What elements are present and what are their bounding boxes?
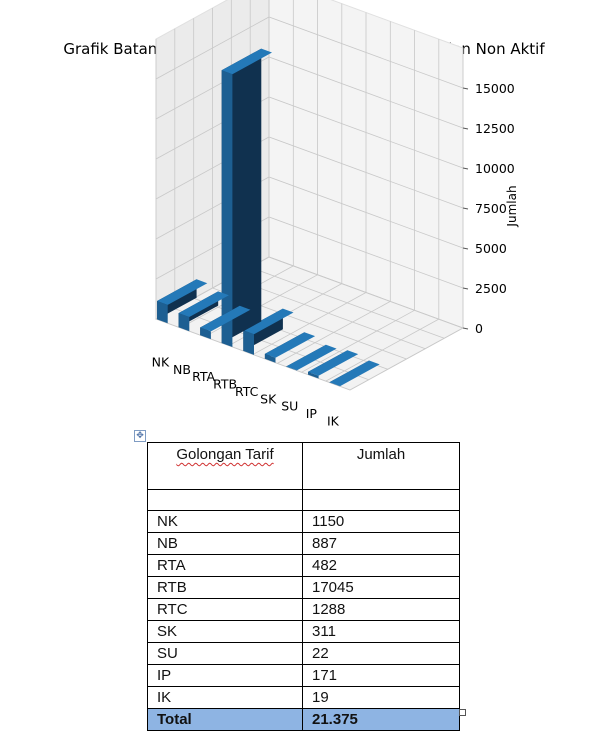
z-tick-label: 0 (475, 321, 483, 336)
bar-rtb (221, 48, 272, 348)
x-tick-label: NB (173, 362, 191, 377)
total-label: Total (147, 708, 303, 731)
table-row: RTC 1288 (147, 598, 460, 621)
x-tick-label: SK (260, 391, 277, 406)
bar-chart-3d: Grafik Batang 3D - Golongan Tarif Pelang… (63, 0, 545, 428)
table-total-row: Total 21.375 (147, 708, 460, 731)
z-tick-label: 12500 (475, 121, 515, 136)
table-row: SK 311 (147, 620, 460, 643)
bar-top-face (286, 344, 337, 371)
bar-ip (308, 350, 359, 379)
bar-front-face (200, 327, 211, 340)
bar-front-face (264, 353, 276, 363)
table-blank-row (147, 489, 460, 511)
x-tick-label: RTB (213, 377, 237, 392)
bar-front-face (221, 70, 233, 348)
z-tick-mark (462, 287, 469, 290)
bar-top-face (221, 48, 272, 75)
z-tick-mark (462, 167, 469, 170)
z-tick-label: 10000 (475, 161, 515, 176)
y-gridline (212, 8, 407, 360)
bar-top-face (200, 305, 251, 332)
x-tick-label: SU (281, 399, 298, 414)
bar-nk (157, 279, 208, 324)
table-move-handle-icon[interactable]: ✥ (134, 430, 146, 442)
bar-top-face (308, 350, 359, 376)
table-row: SU 22 (147, 642, 460, 665)
z-tick-mark (462, 87, 469, 90)
bar-top-face (243, 308, 294, 335)
z-axis-label: Jumlah (505, 185, 519, 227)
table-row: IK 19 (147, 686, 460, 709)
bar-nb (178, 291, 229, 332)
z-tick-label: 15000 (475, 81, 515, 96)
tick-labels: 0 2500 5000 7500 10000 12500 15000 NK NB RTARTBRT… (152, 81, 515, 428)
header-golongan-tarif: Golongan Tarif (147, 442, 303, 490)
z-tick-label: 7500 (475, 201, 507, 216)
table-header-row: Golongan Tarif Jumlah (147, 442, 460, 490)
x-tick-label: IP (306, 406, 318, 421)
header-jumlah: Jumlah (302, 442, 460, 490)
bar-rta (200, 305, 251, 340)
z-tick-label: 5000 (475, 241, 507, 256)
bar-front-face (286, 366, 298, 371)
table-row: IP 171 (147, 664, 460, 687)
bar-top-face (178, 291, 229, 317)
y-gridline (155, 39, 351, 391)
bar-sk (264, 332, 316, 363)
x-tick-label: IK (327, 413, 340, 428)
table-row: RTA 482 (147, 554, 460, 577)
table-resize-handle[interactable] (459, 709, 466, 716)
x-tick-label: RTC (235, 384, 259, 399)
z-tick-mark (462, 327, 469, 330)
z-tick-label: 2500 (475, 281, 507, 296)
bar-front-face (157, 301, 168, 324)
z-tick-mark (462, 247, 469, 250)
bar-front-face (178, 313, 190, 332)
bar-front-face (243, 330, 254, 355)
table-row: NK 1150 (147, 510, 460, 533)
bars (157, 48, 380, 387)
bar-top-face (264, 332, 316, 358)
bar-top-face (157, 279, 208, 305)
bar-su (286, 344, 337, 371)
data-table: Golongan Tarif Jumlah NK 1150 NB 887 RTA 48… (147, 442, 460, 731)
bar-rtc (243, 308, 294, 355)
table-row: RTB 17045 (147, 576, 460, 599)
bar-ik (329, 360, 380, 387)
bar-front-face (329, 382, 341, 387)
bar-top-face (329, 360, 380, 387)
x-tick-label: RTA (192, 369, 215, 384)
table-row: NB 887 (147, 532, 460, 555)
z-tick-mark (462, 127, 469, 130)
x-tick-label: NK (152, 354, 170, 369)
total-value: 21.375 (302, 708, 460, 731)
z-tick-mark (462, 207, 469, 210)
bar-front-face (308, 371, 319, 379)
y-gridline (268, 0, 464, 329)
